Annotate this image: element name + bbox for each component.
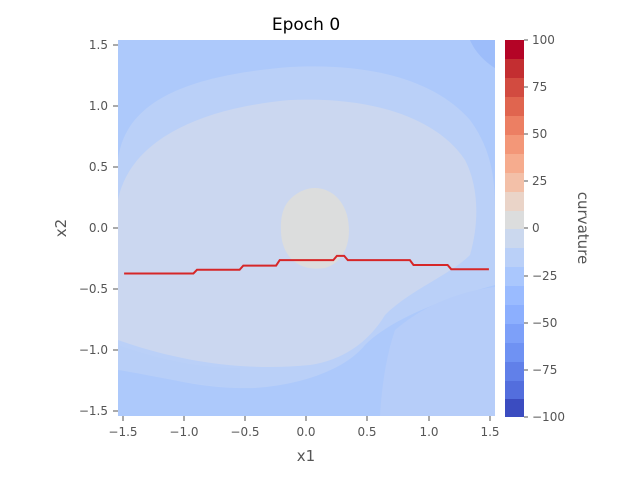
colorbar-tick-label: 0: [532, 221, 540, 235]
colorbar-step: [505, 154, 524, 173]
colorbar-step: [505, 248, 524, 267]
y-tick-label: 1.5: [89, 38, 108, 52]
colorbar-tick-label: −100: [532, 410, 565, 424]
heatmap-zero-blob: [280, 187, 349, 269]
colorbar-step: [505, 399, 524, 417]
x-tick-label: −0.5: [230, 425, 259, 439]
colorbar-tick-label: 100: [532, 33, 555, 47]
x-axis: −1.5 −1.0 −0.5 0.0 0.5 1.0 1.5 x1: [108, 416, 500, 465]
colorbar-step: [505, 229, 524, 248]
colorbar-tick-label: 50: [532, 127, 547, 141]
x-axis-label: x1: [297, 447, 315, 465]
y-tick-label: 0.0: [89, 221, 108, 235]
y-tick-label: 0.5: [89, 160, 108, 174]
colorbar-label: curvature: [574, 192, 592, 264]
colorbar-step: [505, 40, 524, 59]
colorbar-tick-label: −25: [532, 269, 557, 283]
heatmap-plot: [118, 40, 495, 416]
decision-boundary-line: [124, 254, 489, 275]
x-tick-label: −1.5: [108, 425, 137, 439]
y-tick-label: 1.0: [89, 99, 108, 113]
y-tick-label: −0.5: [79, 282, 108, 296]
colorbar-step: [505, 324, 524, 343]
colorbar-step: [505, 211, 524, 229]
heatmap-lower-band: [118, 345, 240, 388]
colorbar-tick-label: 75: [532, 80, 547, 94]
colorbar-step: [505, 173, 524, 192]
colorbar-tick-label: −50: [532, 316, 557, 330]
colorbar-step: [505, 97, 524, 116]
colorbar-step: [505, 135, 524, 154]
colorbar-step: [505, 362, 524, 381]
colorbar-step: [505, 59, 524, 78]
colorbar-step: [505, 116, 524, 135]
y-axis: −1.5 −1.0 −0.5 0.0 0.5 1.0 1.5 x2: [52, 38, 118, 418]
x-tick-label: 0.5: [357, 425, 376, 439]
chart-title: Epoch 0: [272, 15, 340, 35]
x-tick-label: 0.0: [296, 425, 315, 439]
colorbar-step: [505, 286, 524, 305]
heatmap-corner-spot: [470, 40, 495, 68]
x-tick-label: 1.5: [480, 425, 499, 439]
y-tick-label: −1.5: [79, 404, 108, 418]
x-tick-label: −1.0: [169, 425, 198, 439]
colorbar: 100 75 50 25 0 −25 −50 −75 −100 curvatur…: [505, 33, 592, 424]
colorbar-step: [505, 381, 524, 399]
y-axis-label: x2: [52, 219, 70, 237]
colorbar-step: [505, 267, 524, 286]
colorbar-step: [505, 192, 524, 211]
colorbar-tick-label: −75: [532, 363, 557, 377]
heatmap-lower-right-band: [380, 287, 495, 416]
colorbar-step: [505, 78, 524, 97]
colorbar-tick-label: 25: [532, 174, 547, 188]
colorbar-step: [505, 343, 524, 362]
y-tick-label: −1.0: [79, 343, 108, 357]
x-tick-label: 1.0: [419, 425, 438, 439]
colorbar-step: [505, 305, 524, 324]
